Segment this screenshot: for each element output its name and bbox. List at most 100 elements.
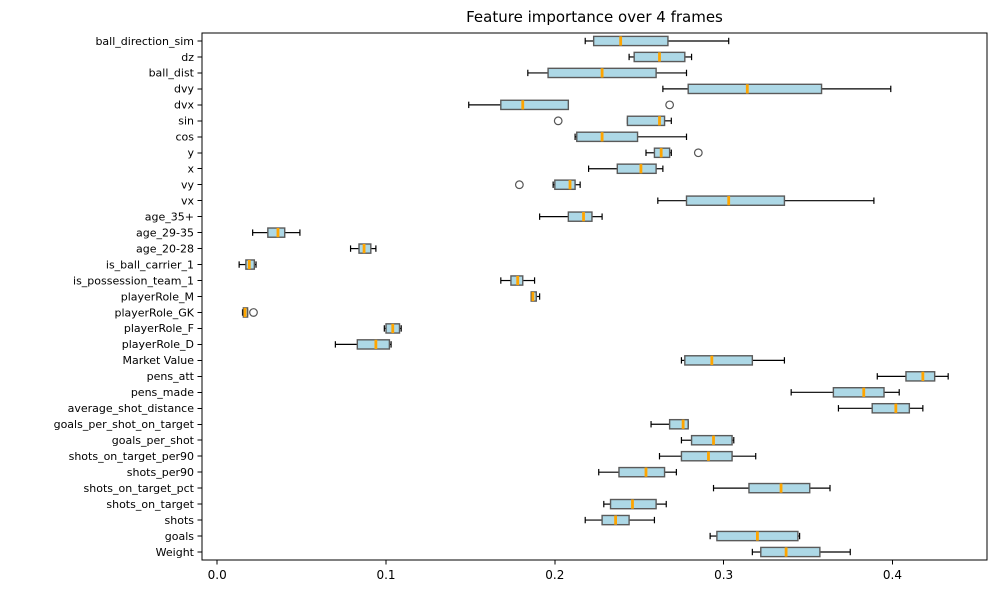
boxplot-row <box>349 243 377 254</box>
y-tick-label: goals_per_shot <box>112 434 195 447</box>
y-tick-label: age_35+ <box>145 210 194 223</box>
y-tick-label: vx <box>181 194 195 207</box>
boxplot-row <box>598 466 677 478</box>
boxplot-row <box>241 307 258 318</box>
boxplot-row <box>527 67 688 79</box>
boxplot-row <box>751 546 851 558</box>
box <box>760 546 821 558</box>
y-tick-label: shots_per90 <box>127 466 194 479</box>
plot-area <box>201 32 988 561</box>
y-tick-label: is_possession_team_1 <box>73 274 194 287</box>
y-tick-label: x <box>187 163 194 176</box>
y-tick-label: ball_dist <box>149 67 195 80</box>
x-tick-label: 0.3 <box>714 568 733 582</box>
boxplot-row <box>334 339 392 350</box>
y-tick-label: y <box>187 147 194 160</box>
y-tick-label: age_29-35 <box>136 226 194 239</box>
boxplot-row <box>680 434 735 446</box>
x-tick-label: 0.1 <box>376 568 395 582</box>
y-tick-label: sin <box>178 115 194 128</box>
boxplot-row <box>657 195 875 206</box>
boxplot-row <box>790 387 900 398</box>
box <box>576 131 639 143</box>
y-tick-label: pens_made <box>131 386 194 399</box>
y-tick-label: shots <box>165 514 195 527</box>
box <box>267 227 286 238</box>
box <box>871 402 911 414</box>
y-tick-label: shots_on_target_pct <box>84 482 195 495</box>
boxplot-row <box>584 514 656 526</box>
y-tick-label: Market Value <box>122 354 194 367</box>
boxplot-row <box>514 179 581 191</box>
y-tick-label: vy <box>181 179 195 192</box>
x-tick-label: 0.0 <box>208 568 227 582</box>
boxplot-row <box>662 83 892 95</box>
boxplot-row <box>574 131 688 143</box>
outlier-point <box>665 100 675 110</box>
y-tick-label: is_ball_carrier_1 <box>106 258 194 271</box>
box <box>567 211 593 222</box>
box <box>500 99 570 111</box>
boxplot-row <box>876 371 949 382</box>
y-tick-label: playerRole_M <box>121 290 194 303</box>
x-axis: 0.0 0.1 0.2 0.3 0.4 <box>208 560 902 582</box>
x-tick-label: 0.2 <box>545 568 564 582</box>
y-tick-label: pens_att <box>147 370 195 383</box>
y-tick-label: playerRole_GK <box>114 306 194 319</box>
y-tick-label: goals_per_shot_on_target <box>54 418 195 431</box>
y-tick-label: playerRole_F <box>124 322 194 335</box>
boxplot-row <box>837 402 924 414</box>
boxplot-row <box>680 355 786 366</box>
y-tick-label: dz <box>181 51 194 64</box>
boxplot-row <box>500 275 536 286</box>
boxplot-row <box>252 227 301 238</box>
box <box>832 387 885 398</box>
boxplot-row <box>238 259 257 270</box>
box <box>748 482 811 494</box>
boxplot-row <box>530 291 541 302</box>
boxplot-row <box>645 147 703 159</box>
box <box>592 35 669 47</box>
box <box>618 466 666 478</box>
y-tick-label: goals <box>165 530 195 543</box>
boxplot-row <box>553 115 672 127</box>
y-tick-label: cos <box>175 131 194 144</box>
outlier-point <box>693 148 703 158</box>
y-tick-label: ball_direction_sim <box>95 35 194 48</box>
outlier-point <box>514 180 524 190</box>
boxplot-row <box>539 211 603 222</box>
box <box>616 163 657 175</box>
y-tick-label: shots_on_target_per90 <box>69 450 194 463</box>
y-tick-label: dvx <box>174 99 194 112</box>
boxplot-row <box>383 323 402 334</box>
boxplot-row <box>628 51 693 63</box>
box <box>690 434 733 446</box>
box <box>685 195 786 206</box>
boxplot-row <box>712 482 831 494</box>
boxplot-row <box>603 498 667 510</box>
boxplot-row <box>709 530 801 542</box>
box <box>356 339 391 350</box>
x-tick-label: 0.4 <box>883 568 902 582</box>
box <box>668 418 689 430</box>
box <box>626 115 666 127</box>
boxplot-row <box>468 99 675 111</box>
outlier-point <box>249 308 258 317</box>
outlier-point <box>553 116 563 126</box>
y-tick-label: playerRole_D <box>122 338 194 351</box>
box <box>684 355 754 366</box>
y-tick-label: dvy <box>174 83 194 96</box>
y-tick-label: age_20-28 <box>136 242 194 255</box>
y-tick-label: average_shot_distance <box>68 402 195 415</box>
chart-title: Feature importance over 4 frames <box>466 8 723 26</box>
box <box>905 371 936 382</box>
box <box>554 179 576 191</box>
boxplot-row <box>650 418 689 430</box>
boxplot-row <box>587 163 664 175</box>
box <box>687 83 823 95</box>
box <box>680 450 733 462</box>
y-tick-label: Weight <box>156 546 195 559</box>
